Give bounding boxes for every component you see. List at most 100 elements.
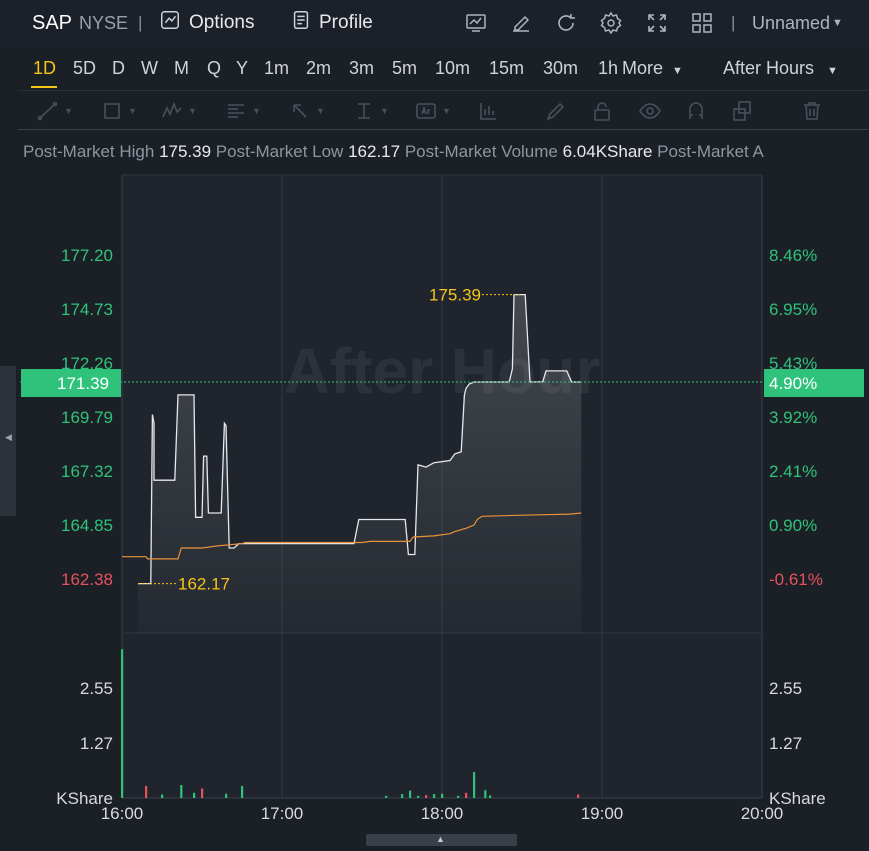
bottom-panel-handle[interactable]: ▲: [366, 834, 517, 846]
volume-bar: [465, 792, 468, 798]
exchange-label: NYSE: [79, 12, 129, 33]
post-market-high-value: 175.39: [159, 142, 212, 161]
period-5d[interactable]: 5D: [73, 58, 97, 78]
fib-tool-icon[interactable]: ▼: [224, 99, 261, 123]
pen-tool-icon[interactable]: [544, 99, 568, 123]
volume-bar: [401, 794, 404, 798]
volume-bar: [433, 794, 436, 798]
period-w[interactable]: W: [141, 58, 158, 78]
period-more-dropdown[interactable]: More ▼: [622, 58, 683, 79]
layout-selector[interactable]: Unnamed ▼: [752, 11, 843, 35]
period-3m[interactable]: 3m: [349, 58, 375, 78]
period-more-label: More: [622, 58, 664, 78]
trash-icon[interactable]: [800, 99, 824, 123]
settings-icon[interactable]: [599, 11, 623, 35]
pattern-tool-icon[interactable]: ▼: [160, 99, 197, 123]
text-tool-icon[interactable]: ▼: [414, 99, 451, 123]
toolbar-separator-right: |: [731, 13, 736, 32]
refresh-icon[interactable]: [554, 11, 578, 35]
bar-tool-icon[interactable]: [476, 99, 500, 123]
period-2m[interactable]: 2m: [306, 58, 332, 78]
volume-bar: [121, 649, 124, 798]
period-q[interactable]: Q: [207, 58, 222, 78]
volume-bar: [473, 772, 476, 798]
percent-axis-label: -0.61%: [769, 570, 823, 589]
session-caret-icon: ▼: [827, 65, 838, 77]
percent-axis-label: 8.46%: [769, 246, 817, 265]
period-30m[interactable]: 30m: [543, 58, 579, 78]
price-axis-label: 174.73: [61, 300, 113, 319]
volume-bar: [441, 793, 444, 798]
line-tool-icon[interactable]: ▼: [36, 99, 73, 123]
volume-bar: [180, 785, 183, 798]
period-15m[interactable]: 15m: [489, 58, 525, 78]
volume-axis-label: 1.27: [80, 734, 113, 753]
edit-icon[interactable]: [509, 11, 533, 35]
current-percent-badge: [764, 369, 864, 398]
volume-bar: [457, 795, 460, 798]
period-bar: 1D 5D D W M Q Y 1m 2m 3m 5m 10m 15m 30m …: [0, 46, 869, 90]
volume-axis-label: 2.55: [80, 679, 113, 698]
percent-axis-label: 6.95%: [769, 300, 817, 319]
indicator-icon[interactable]: [464, 11, 488, 35]
volume-bar: [425, 794, 428, 798]
percent-axis-label: 5.43%: [769, 354, 817, 373]
volume-bar: [241, 785, 244, 798]
percent-axis-label: 0.90%: [769, 516, 817, 535]
period-10m[interactable]: 10m: [435, 58, 471, 78]
magnet-icon[interactable]: [684, 99, 708, 123]
symbol-ticker[interactable]: SAP: [32, 11, 73, 34]
period-1d[interactable]: 1D: [33, 58, 57, 78]
volume-axis-label-right: 2.55: [769, 679, 802, 698]
period-m[interactable]: M: [174, 58, 189, 78]
more-caret-icon: ▼: [672, 65, 683, 77]
fullscreen-icon[interactable]: [645, 11, 669, 35]
options-icon: [159, 9, 181, 37]
price-area-fill: [138, 294, 582, 633]
high-marker-label: 175.39: [429, 286, 481, 305]
profile-button[interactable]: Profile: [290, 11, 373, 35]
drawing-toolbar: ▼ ▼ ▼ ▼ ▼ ▼ ▼: [18, 90, 868, 130]
price-axis-label: 169.79: [61, 408, 113, 427]
arrow-tool-icon[interactable]: ▼: [288, 99, 325, 123]
clone-icon[interactable]: [730, 99, 754, 123]
volume-axis-label-right: 1.27: [769, 734, 802, 753]
profile-icon: [290, 9, 312, 37]
options-button[interactable]: Options: [159, 11, 254, 35]
time-axis-label: 19:00: [581, 804, 624, 823]
volume-bar: [417, 795, 420, 798]
volume-bar: [145, 785, 148, 798]
percent-axis-label: 2.41%: [769, 462, 817, 481]
session-label: After Hours: [723, 58, 815, 78]
post-market-volume-value: 6.04KShare: [562, 142, 653, 161]
session-dropdown[interactable]: After Hours ▼: [723, 58, 838, 79]
price-chart[interactable]: After Hour177.20174.73172.26169.79167.32…: [0, 165, 869, 834]
layout-caret-icon: ▼: [832, 17, 843, 29]
post-market-avg-label: Post-Market A: [657, 142, 764, 161]
volume-bar: [484, 790, 487, 798]
price-axis-label: 167.32: [61, 462, 113, 481]
eye-icon[interactable]: [638, 99, 662, 123]
grid-layout-icon[interactable]: [690, 11, 714, 35]
period-1m[interactable]: 1m: [264, 58, 290, 78]
current-percent-value: 4.90%: [769, 374, 817, 393]
low-marker-label: 162.17: [178, 575, 230, 594]
period-1h[interactable]: 1h: [598, 58, 619, 78]
toolbar-separator: |: [138, 13, 143, 32]
period-y[interactable]: Y: [236, 58, 249, 78]
options-label: Options: [189, 12, 255, 33]
post-market-low-label: Post-Market Low: [215, 142, 344, 161]
left-panel-toggle[interactable]: ◀: [0, 366, 16, 516]
price-axis-label: 164.85: [61, 516, 113, 535]
volume-unit-label: KShare: [56, 789, 113, 808]
time-axis-label: 20:00: [741, 804, 784, 823]
volume-bar: [193, 792, 196, 798]
rect-tool-icon[interactable]: ▼: [100, 99, 137, 123]
measure-tool-icon[interactable]: ▼: [352, 99, 389, 123]
average-price-line: [122, 512, 582, 560]
period-d[interactable]: D: [112, 58, 125, 78]
volume-bar: [577, 794, 580, 798]
post-market-volume-label: Post-Market Volume: [404, 142, 558, 161]
lock-icon[interactable]: [590, 99, 614, 123]
period-5m[interactable]: 5m: [392, 58, 418, 78]
